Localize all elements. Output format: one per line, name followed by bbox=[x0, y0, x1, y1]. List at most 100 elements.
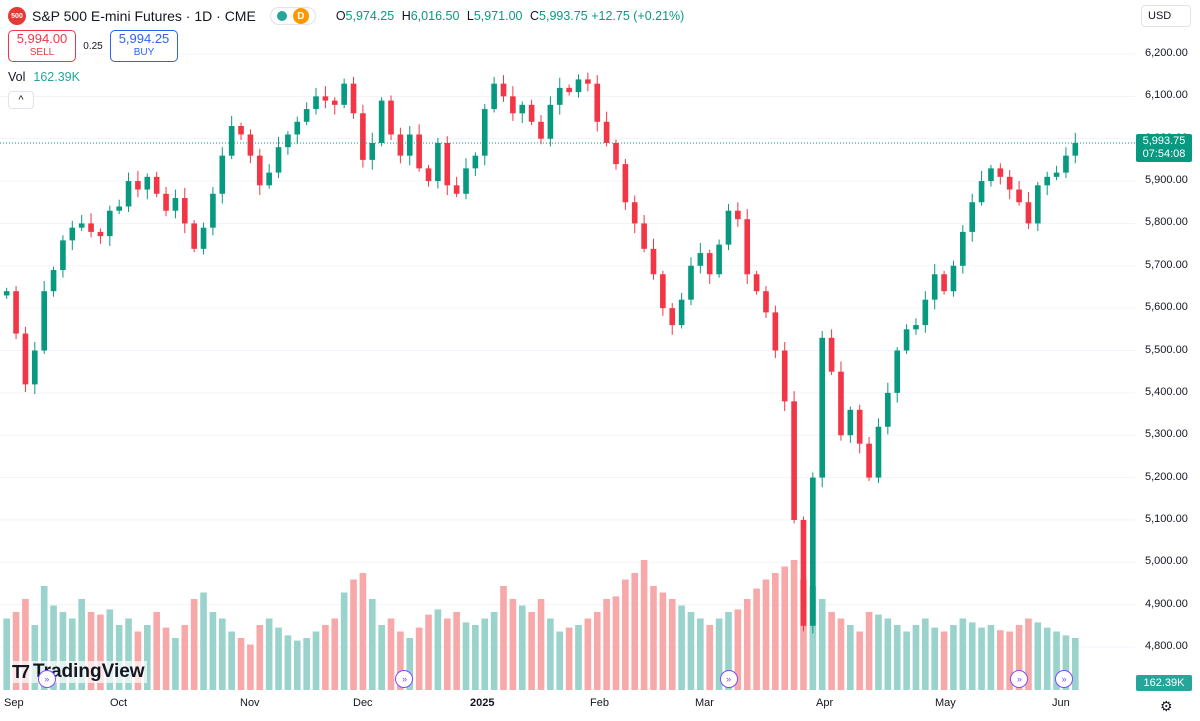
volume-tag: 162.39K bbox=[1136, 675, 1192, 691]
candle-body bbox=[135, 181, 141, 190]
candle-body bbox=[941, 274, 947, 292]
volume-bar bbox=[3, 618, 10, 690]
volume-bar bbox=[772, 573, 779, 690]
volume-bar bbox=[678, 605, 685, 690]
price-tick-label: 4,800.00 bbox=[1145, 640, 1188, 652]
candle-body bbox=[622, 164, 629, 203]
volume-bar bbox=[415, 627, 423, 690]
time-tick-label: Dec bbox=[353, 697, 373, 709]
candle-body bbox=[641, 223, 647, 249]
candle-body bbox=[378, 100, 385, 143]
candle-body bbox=[744, 219, 751, 275]
candle-body bbox=[716, 244, 722, 275]
candle-body bbox=[172, 198, 179, 211]
volume-bar bbox=[218, 618, 226, 690]
volume-bar bbox=[209, 612, 217, 690]
candle-body bbox=[885, 392, 891, 427]
candle-body bbox=[585, 79, 591, 84]
candle-body bbox=[894, 350, 901, 393]
candle-body bbox=[594, 83, 601, 122]
volume-bar bbox=[603, 599, 610, 690]
candle-body bbox=[603, 121, 610, 143]
price-tick-label: 5,600.00 bbox=[1145, 301, 1188, 314]
candle-body bbox=[613, 142, 619, 165]
candle-body bbox=[819, 337, 826, 478]
volume-bar bbox=[59, 612, 67, 690]
sell-button[interactable]: 5,994.00 SELL bbox=[8, 30, 76, 62]
candle-body bbox=[978, 181, 985, 203]
candle-body bbox=[397, 134, 404, 156]
volume-bar bbox=[256, 625, 264, 690]
event-marker-icon[interactable]: » bbox=[395, 670, 414, 688]
candle-body bbox=[41, 291, 47, 351]
candle-body bbox=[1044, 176, 1051, 186]
price-change: +12.75 (+0.21%) bbox=[591, 9, 685, 23]
candle-body bbox=[69, 227, 76, 241]
candle-body bbox=[435, 142, 441, 182]
event-marker-icon[interactable]: » bbox=[37, 670, 56, 688]
volume-bar bbox=[275, 627, 282, 690]
time-tick-label: May bbox=[935, 697, 956, 709]
volume-bar bbox=[12, 612, 20, 690]
symbol-title[interactable]: S&P 500 E-mini Futures · 1D · CME bbox=[32, 8, 256, 24]
event-marker-icon[interactable]: » bbox=[1010, 670, 1029, 688]
candle-body bbox=[1035, 185, 1041, 224]
candle-body bbox=[847, 409, 854, 436]
volume-bar bbox=[387, 618, 395, 690]
candle-body bbox=[275, 147, 282, 173]
volume-bar bbox=[575, 625, 582, 690]
volume-bar bbox=[443, 618, 451, 690]
volume-bar bbox=[434, 609, 442, 690]
candle-body bbox=[472, 155, 479, 169]
candle-body bbox=[106, 210, 113, 237]
candle-body bbox=[341, 83, 347, 105]
currency-selector[interactable]: USD bbox=[1141, 5, 1191, 27]
price-tick-label: 5,900.00 bbox=[1145, 174, 1188, 187]
volume-bar bbox=[593, 612, 601, 690]
volume-bar bbox=[884, 618, 892, 690]
volume-bar bbox=[725, 612, 732, 690]
candle-body bbox=[556, 87, 563, 105]
tradingview-logo[interactable]: T7 TradingView bbox=[10, 661, 147, 683]
volume-bar bbox=[312, 631, 320, 690]
volume-bar bbox=[350, 579, 357, 690]
volume-bars bbox=[3, 560, 1079, 690]
volume-bar bbox=[397, 631, 404, 690]
volume-bar bbox=[1043, 627, 1051, 690]
price-tick-label: 5,200.00 bbox=[1145, 470, 1188, 483]
event-marker-icon[interactable]: » bbox=[1055, 670, 1074, 688]
candle-body bbox=[800, 519, 807, 626]
candle-body bbox=[256, 155, 263, 186]
collapse-legend-button[interactable]: ^ bbox=[8, 91, 34, 109]
price-tick-label: 5,100.00 bbox=[1145, 512, 1188, 525]
candle-body bbox=[13, 291, 19, 334]
candle-body bbox=[660, 274, 666, 309]
candle-body bbox=[88, 223, 94, 232]
candle-body bbox=[285, 134, 291, 148]
volume-bar bbox=[640, 560, 648, 690]
candle-body bbox=[163, 193, 169, 211]
volume-bar bbox=[106, 609, 114, 690]
buy-button[interactable]: 5,994.25 BUY bbox=[110, 30, 178, 62]
market-status-badge[interactable]: D bbox=[269, 7, 316, 25]
volume-bar bbox=[650, 586, 657, 690]
price-tick-label: 5,800.00 bbox=[1145, 216, 1188, 229]
volume-bar bbox=[893, 625, 901, 690]
candle-body bbox=[116, 206, 122, 211]
volume-bar bbox=[40, 586, 48, 690]
tradingview-mark-icon: T7 bbox=[12, 661, 30, 682]
last-price-tag: 5,993.75 07:54:08 bbox=[1136, 134, 1192, 162]
settings-gear-icon[interactable]: ⚙ bbox=[1160, 698, 1173, 714]
volume-bar bbox=[181, 625, 189, 690]
volume-bar bbox=[931, 627, 939, 690]
spread-value: 0.25 bbox=[83, 40, 103, 52]
volume-bar bbox=[247, 644, 254, 690]
volume-bar bbox=[143, 625, 151, 690]
candle-body bbox=[988, 168, 994, 182]
event-marker-icon[interactable]: » bbox=[719, 670, 738, 688]
volume-bar bbox=[78, 599, 85, 690]
candle-body bbox=[669, 308, 676, 326]
candle-body bbox=[210, 193, 216, 228]
candle-body bbox=[350, 83, 357, 114]
